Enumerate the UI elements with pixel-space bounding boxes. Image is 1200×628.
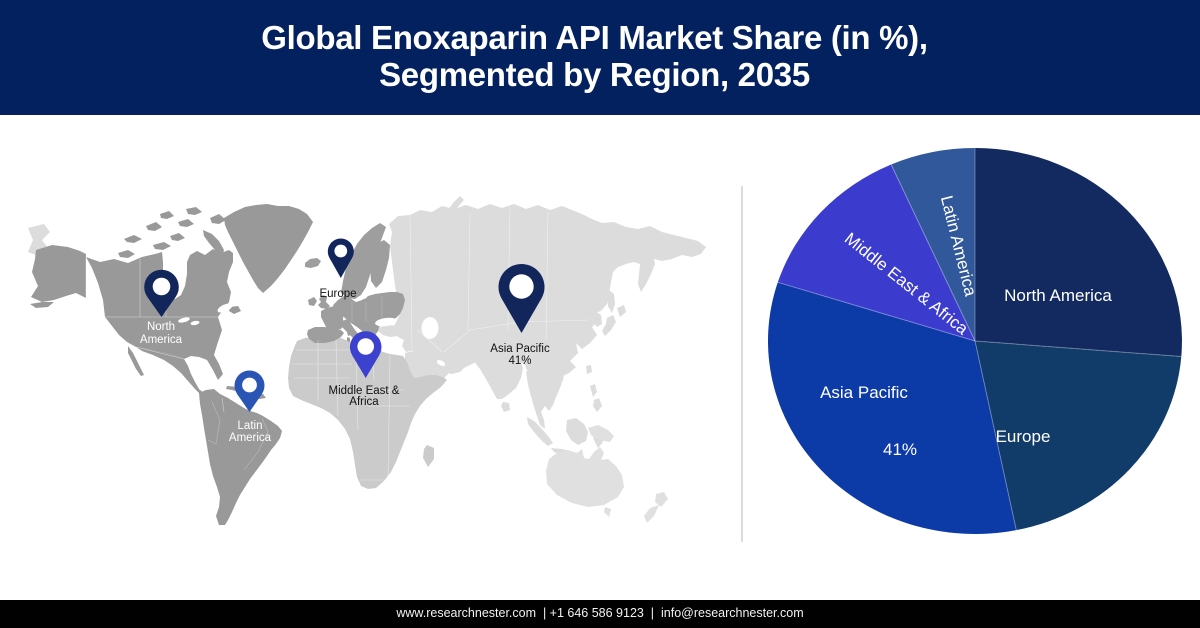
svg-text:Europe: Europe <box>996 427 1051 446</box>
svg-text:Asia Pacific: Asia Pacific <box>490 343 550 355</box>
svg-text:America: America <box>229 432 272 444</box>
svg-text:America: America <box>140 334 183 346</box>
svg-text:North America: North America <box>1004 286 1112 305</box>
svg-text:North: North <box>147 321 175 333</box>
svg-text:Africa: Africa <box>349 396 379 408</box>
svg-text:Asia Pacific: Asia Pacific <box>820 383 908 402</box>
svg-text:Latin: Latin <box>238 420 263 432</box>
svg-text:Middle East &: Middle East & <box>329 385 400 397</box>
svg-text:41%: 41% <box>508 355 531 367</box>
svg-text:41%: 41% <box>883 440 917 459</box>
svg-text:Europe: Europe <box>319 288 356 300</box>
